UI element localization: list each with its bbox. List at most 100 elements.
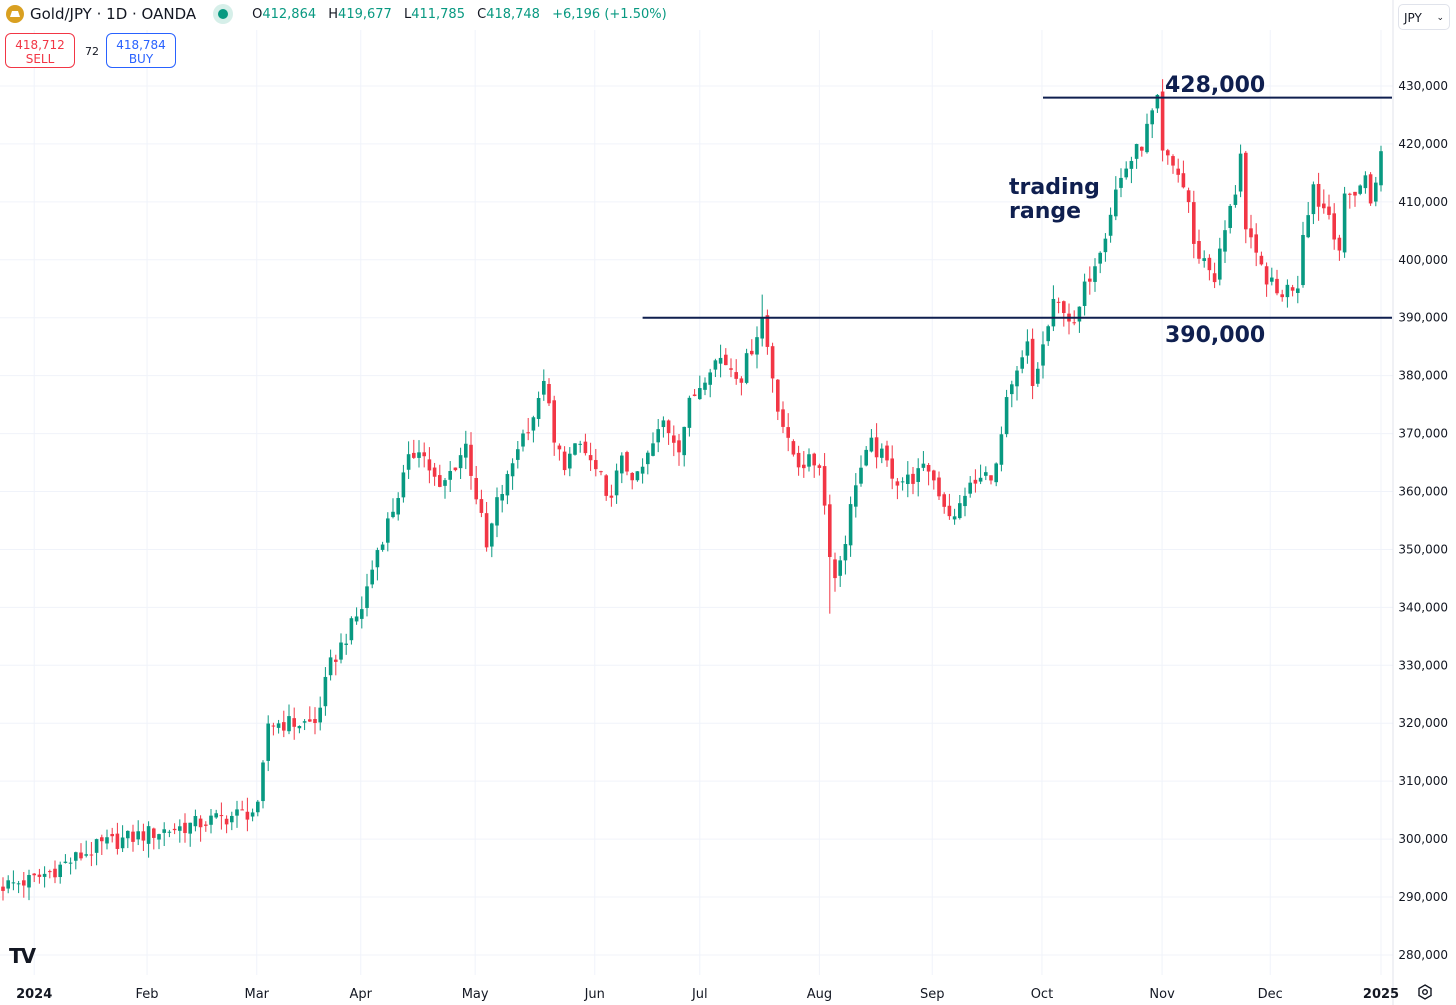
candle-body [1140,146,1144,151]
candle-body [854,485,858,507]
candle-body [828,504,832,558]
price-tick-label: 410,000 [1398,195,1448,209]
candle-body [968,482,972,494]
time-tick-label: 2025 [1363,987,1399,1002]
candle-body [302,721,307,723]
candle-body [1114,189,1118,217]
candle-body [178,826,182,831]
buy-button[interactable]: 418,784 BUY [106,33,176,68]
candle-body [1348,193,1352,195]
candle-body [1233,194,1238,205]
settings-icon[interactable] [1417,984,1433,1000]
sell-price: 418,712 [15,38,65,52]
candle-body [802,464,806,469]
candle-body [110,833,114,837]
price-tick-label: 420,000 [1398,137,1448,151]
candle-body [240,809,244,811]
candle-body [744,353,749,383]
candle-body [1004,397,1009,435]
candle-body [755,337,759,355]
candle-body [1223,230,1227,252]
candle-body [204,824,208,826]
candle-body [406,454,411,470]
candle-body [562,451,567,471]
candle-body [916,468,920,482]
candle-body [874,437,879,458]
candle-body [1155,94,1160,109]
candle-body [334,659,338,662]
candle-body [1171,156,1175,166]
price-axis[interactable]: 430,000 420,000 410,000 400,000 390,000 380,0… [1398,79,1448,962]
candle-body [282,722,286,731]
candle-body [817,465,822,468]
time-axis[interactable]: 2024 Feb Mar Apr May Jun Jul Aug Sep Oct Nov Dec 202… [16,987,1399,1002]
candle-body [1134,144,1139,159]
candle-body [594,460,598,470]
sell-button[interactable]: 418,712 SELL [5,33,75,68]
candle-body [318,707,322,723]
open-value: 412,864 [262,6,317,22]
candle-body [427,459,432,471]
candle-body [1145,123,1149,153]
candle-body [438,475,442,487]
candle-body [152,828,156,838]
candles [1,79,1383,901]
candle-body [276,723,281,728]
price-tick-label: 360,000 [1398,485,1448,499]
candle-body [412,452,416,458]
levels [642,96,1392,319]
candle-body [989,475,993,481]
candle-body [261,762,265,802]
candle-body [1342,193,1347,253]
candle-body [490,523,494,547]
candle-body [1311,184,1316,215]
level-label-390000: 390,000 [1165,323,1265,348]
symbol-title[interactable]: Gold/JPY · 1D · OANDA [30,5,197,23]
candle-body [141,831,146,841]
candle-body [464,443,468,458]
candle-body [48,871,52,873]
candle-body [521,433,525,447]
candle-body [42,873,47,877]
candle-body [32,873,36,876]
candle-body [79,852,83,859]
low-value: 411,785 [411,6,465,22]
annotation-trading: trading [1009,175,1100,200]
candle-body [245,811,250,820]
candle-body [926,464,931,472]
candle-body [354,616,359,622]
candle-body [765,315,770,347]
candle-body [1332,213,1336,240]
candle-body [214,813,218,818]
candle-body [994,463,998,483]
candle-body [172,828,177,831]
high-value: 419,677 [338,6,392,22]
candle-body [573,443,577,455]
open-label: O [252,6,263,22]
tradingview-logo-icon[interactable]: TV [9,944,36,968]
close-label: C [477,6,487,22]
candle-body [1275,278,1279,294]
candle-body [500,494,504,501]
currency-select[interactable]: JPY ⌄ [1398,4,1450,30]
time-tick-label: Jun [584,987,605,1002]
candle-body [266,723,270,761]
candle-body [963,495,967,507]
candle-body [640,466,645,474]
candle-body [271,725,276,727]
candle-body [677,440,681,453]
candle-body [1150,110,1154,125]
candle-body [526,432,530,434]
candle-body [1176,168,1180,175]
candle-body [1363,175,1368,189]
candle-body [58,864,62,878]
candle-body [448,470,452,480]
candle-body [698,388,702,400]
candle-body [1051,298,1056,327]
candle-body [942,494,946,507]
candle-body [786,427,790,438]
candle-body [999,434,1004,465]
candle-body [349,618,354,641]
buy-price: 418,784 [116,38,166,52]
